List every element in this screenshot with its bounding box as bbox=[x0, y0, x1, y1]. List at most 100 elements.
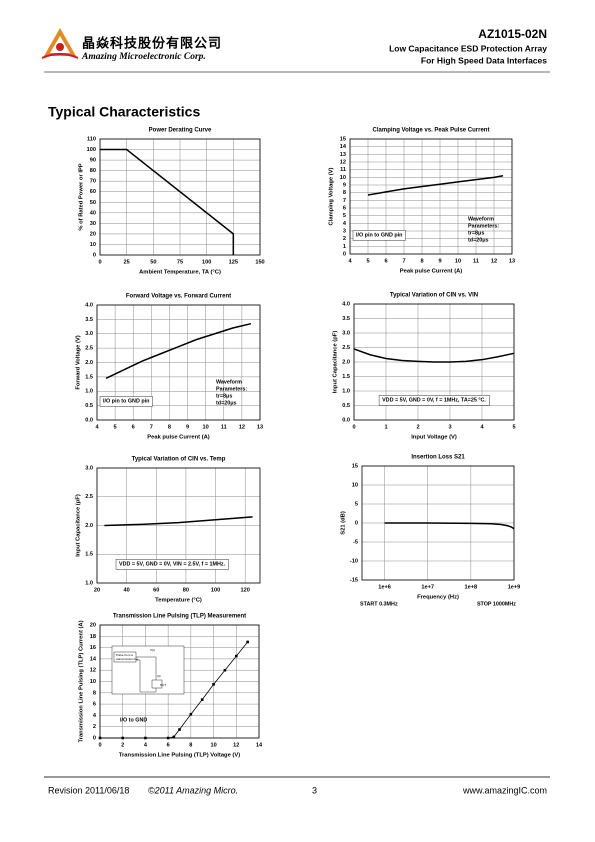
x-tick-label: 9 bbox=[438, 258, 441, 264]
x-axis-label: Peak pulse Current (A) bbox=[147, 435, 210, 441]
chart-title: Typical Variation of CIN vs. Temp bbox=[132, 457, 226, 463]
annotation-box bbox=[115, 559, 229, 570]
y-tick-label: 0 bbox=[93, 735, 96, 741]
revision: Revision 2011/06/18 bbox=[48, 785, 129, 795]
x-tick-label: 6 bbox=[132, 424, 135, 430]
plot-frame bbox=[361, 465, 515, 581]
data-point bbox=[223, 668, 227, 672]
y-tick-label: 7 bbox=[343, 198, 346, 204]
y-tick-label: 70 bbox=[90, 179, 96, 185]
y-tick-label: 0 bbox=[343, 251, 346, 257]
x-tick-label: 10 bbox=[203, 424, 209, 430]
y-tick-label: 10 bbox=[90, 679, 96, 685]
y-tick-label: 1.0 bbox=[85, 389, 93, 395]
x-tick-label: 9 bbox=[186, 424, 189, 430]
logo bbox=[41, 28, 79, 59]
y-tick-label: 0 bbox=[93, 252, 96, 258]
chart: Power Derating Curve 0 10 20 30 40 50 60 70 80 90 1… bbox=[79, 128, 265, 276]
x-tick-label: 100 bbox=[211, 587, 220, 593]
x-tick-label: 7 bbox=[402, 258, 405, 264]
y-tick-label: 0.5 bbox=[342, 403, 350, 409]
annotation: Pulse from a bbox=[116, 653, 133, 657]
annotation-box bbox=[99, 396, 153, 407]
page-number: 3 bbox=[312, 785, 317, 795]
y-tick-label: 50 bbox=[90, 200, 96, 206]
y-tick-label: 10 bbox=[352, 482, 358, 488]
plot-frame bbox=[353, 303, 515, 421]
x-tick-label: 5 bbox=[512, 424, 515, 430]
chart-title: Typical Variation of CIN vs. VIN bbox=[390, 293, 478, 299]
y-tick-label: 60 bbox=[90, 189, 96, 195]
part-number: AZ1015-02N bbox=[478, 27, 547, 41]
x-tick-label: 11 bbox=[221, 424, 227, 430]
inset-wire bbox=[136, 656, 157, 693]
annotation: td=20μs bbox=[468, 237, 489, 243]
url: www.amazingIC.com bbox=[462, 785, 547, 795]
data-point bbox=[189, 712, 193, 716]
x-tick-label: 75 bbox=[177, 259, 183, 265]
x-tick-label: 8 bbox=[189, 742, 192, 748]
y-tick-label: 2.5 bbox=[342, 345, 350, 351]
y-tick-label: 3.0 bbox=[85, 331, 93, 337]
y-tick-label: 3.5 bbox=[342, 316, 350, 322]
y-tick-label: 11 bbox=[340, 167, 346, 173]
x-tick-label: 0 bbox=[352, 424, 355, 430]
annotation: I(t) bbox=[157, 674, 161, 678]
y-tick-label: 2.5 bbox=[85, 346, 93, 352]
y-tick-label: 10 bbox=[340, 175, 346, 181]
y-tick-label: 12 bbox=[90, 668, 96, 674]
x-tick-label: 12 bbox=[491, 258, 497, 264]
chart-title: Forward Voltage vs. Forward Current bbox=[126, 294, 231, 300]
chart: Transmission Line Pulsing (TLP) Measurem… bbox=[79, 614, 263, 759]
y-tick-label: 15 bbox=[340, 136, 346, 142]
y-tick-label: 4.0 bbox=[85, 302, 93, 308]
y-axis-label: Transmission Line Pulsing (TLP) Current … bbox=[79, 620, 85, 742]
x-tick-label: 1e+7 bbox=[421, 584, 434, 590]
y-tick-label: 1 bbox=[343, 244, 346, 250]
annotation-box bbox=[352, 230, 406, 241]
chart-title: Transmission Line Pulsing (TLP) Measurem… bbox=[113, 614, 246, 620]
inset bbox=[111, 645, 185, 695]
annotation: Parameters: bbox=[468, 223, 499, 229]
x-tick-label: 14 bbox=[256, 742, 263, 748]
y-tick-label: 5 bbox=[355, 501, 358, 507]
x-tick-label: 0 bbox=[98, 742, 101, 748]
x-tick-label: 4 bbox=[95, 424, 99, 430]
y-tick-label: -15 bbox=[350, 577, 358, 583]
data-point bbox=[200, 698, 204, 701]
copyright: ©2011 Amazing Micro. bbox=[148, 785, 238, 795]
plot-frame bbox=[99, 138, 261, 256]
y-axis-label: Forward Voltage (V) bbox=[76, 335, 82, 389]
annotation: transmission line bbox=[116, 657, 139, 661]
y-tick-label: 4.0 bbox=[342, 301, 350, 307]
x-tick-label: 10 bbox=[210, 742, 216, 748]
y-tick-label: 0.5 bbox=[85, 403, 93, 409]
annotation: STOP 1000MHz bbox=[477, 601, 516, 607]
x-tick-label: 1 bbox=[384, 424, 387, 430]
y-tick-label: 2 bbox=[343, 236, 346, 242]
data-line bbox=[384, 522, 515, 530]
y-tick-label: 1.5 bbox=[85, 552, 93, 558]
data-point bbox=[144, 736, 147, 740]
annotation: tr=8μs bbox=[216, 393, 232, 399]
data-point bbox=[166, 736, 170, 740]
data-point bbox=[121, 736, 125, 740]
chart-title: Power Derating Curve bbox=[149, 128, 212, 134]
subtitle: For High Speed Data Interfaces bbox=[421, 55, 547, 65]
y-tick-label: 3.5 bbox=[85, 317, 93, 323]
y-tick-label: 3.0 bbox=[342, 330, 350, 336]
x-tick-label: 3 bbox=[448, 424, 451, 430]
x-tick-label: 13 bbox=[257, 424, 263, 430]
y-axis-label: Input Capacitance (pF) bbox=[333, 331, 339, 394]
y-tick-label: 15 bbox=[352, 463, 358, 469]
y-tick-label: 2.0 bbox=[85, 523, 93, 529]
x-tick-label: 2 bbox=[121, 742, 124, 748]
y-tick-label: 5 bbox=[343, 213, 346, 219]
x-tick-label: 0 bbox=[98, 259, 101, 265]
x-tick-label: 12 bbox=[233, 742, 239, 748]
chart: Insertion Loss S21 -15 -10 -5 0 5 10 15 1e+6 1e+7… bbox=[341, 455, 521, 608]
section-title: Typical Characteristics bbox=[48, 104, 200, 120]
y-tick-label: 0 bbox=[355, 520, 358, 526]
y-tick-label: 30 bbox=[90, 221, 96, 227]
x-axis-label: Input Voltage (V) bbox=[411, 435, 457, 441]
